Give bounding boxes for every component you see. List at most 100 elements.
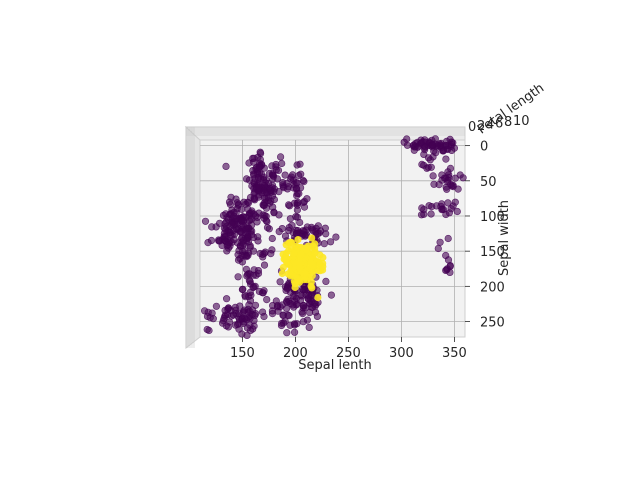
scatter-point-cluster-0 [277, 153, 285, 161]
scatter-point-cluster-0 [270, 195, 279, 204]
scatter-point-cluster-0 [212, 302, 220, 310]
scatter-point-cluster-0 [238, 216, 246, 225]
scatter-point-cluster-0 [234, 321, 242, 329]
scatter-point-cluster-0 [311, 302, 319, 310]
scatter-point-cluster-0 [201, 217, 210, 225]
z-tick-label: 2 [477, 119, 485, 134]
scatter-point-cluster-1 [316, 260, 324, 268]
scatter-point-cluster-0 [284, 311, 292, 319]
x-tick-label: 250 [336, 346, 361, 361]
scatter-point-cluster-0 [444, 199, 452, 207]
scatter-point-cluster-0 [442, 155, 450, 163]
scatter-point-cluster-0 [212, 223, 220, 231]
scatter-point-cluster-1 [294, 236, 302, 244]
scatter-point-cluster-0 [289, 301, 297, 309]
scatter-point-cluster-0 [442, 266, 450, 275]
scatter-point-cluster-0 [286, 202, 294, 210]
scatter-point-cluster-0 [307, 223, 316, 231]
scatter-point-cluster-0 [251, 301, 260, 309]
scatter-point-cluster-0 [420, 206, 428, 214]
scatter-point-cluster-0 [245, 270, 253, 278]
scatter-point-cluster-1 [314, 294, 322, 302]
scatter-point-cluster-1 [291, 283, 299, 292]
scatter-point-cluster-0 [243, 331, 251, 340]
scatter-point-cluster-0 [299, 310, 307, 318]
y-tick-label: 0 [480, 140, 488, 155]
scatter-point-cluster-0 [272, 297, 280, 305]
scatter-point-cluster-1 [290, 259, 299, 267]
scatter-point-cluster-0 [206, 314, 214, 322]
x-tick-label: 300 [389, 346, 414, 361]
scatter-point-cluster-0 [254, 269, 263, 278]
y-tick-label: 250 [480, 316, 505, 331]
scatter-point-cluster-0 [303, 195, 311, 203]
x-ticks: 150 200 250 300 350 [230, 337, 467, 361]
scatter-point-cluster-0 [284, 284, 292, 292]
z-tick-label: 6 [495, 116, 503, 131]
scatter-point-cluster-0 [296, 218, 304, 227]
y-ticks: 0 50 100 150 200 250 [465, 140, 505, 331]
scatter-point-cluster-0 [448, 182, 456, 190]
scatter-point-cluster-1 [285, 260, 293, 269]
x-axis-label: Sepal lenth [298, 358, 371, 373]
scatter-point-cluster-0 [224, 304, 233, 312]
scatter-point-cluster-0 [269, 203, 277, 211]
scatter-point-cluster-0 [251, 196, 259, 204]
scatter-point-cluster-0 [283, 329, 291, 337]
scatter-point-cluster-0 [215, 237, 223, 245]
scatter-point-cluster-0 [278, 225, 286, 233]
scatter-point-cluster-0 [283, 304, 291, 313]
scatter-point-cluster-0 [259, 176, 268, 184]
scatter-point-cluster-0 [254, 237, 262, 245]
scatter-point-cluster-0 [260, 214, 268, 222]
scatter-point-cluster-0 [246, 243, 254, 251]
z-tick-label: 8 [504, 115, 512, 130]
scatter-point-cluster-0 [327, 291, 336, 299]
scatter-point-cluster-0 [320, 240, 328, 248]
scatter-point-cluster-1 [279, 263, 287, 272]
scatter-point-cluster-0 [281, 171, 289, 179]
scatter-point-cluster-0 [297, 291, 305, 299]
scatter-point-cluster-0 [436, 238, 444, 246]
scatter-point-cluster-0 [204, 239, 212, 247]
scatter-point-cluster-0 [268, 307, 277, 315]
scatter-point-cluster-0 [255, 287, 264, 296]
scatter-point-cluster-0 [230, 212, 238, 220]
scatter-point-cluster-0 [224, 244, 233, 252]
scatter-point-cluster-0 [238, 252, 246, 260]
scatter-point-cluster-0 [268, 234, 276, 243]
scatter-point-cluster-1 [307, 278, 315, 286]
scatter-point-cluster-1 [311, 249, 319, 258]
x-tick-label: 200 [283, 346, 308, 361]
scatter-point-cluster-0 [299, 318, 308, 326]
scatter-point-cluster-0 [257, 149, 265, 157]
scatter-point-cluster-0 [453, 207, 461, 216]
scatter-point-cluster-0 [427, 163, 435, 171]
scatter-point-cluster-0 [448, 138, 456, 146]
scatter-point-cluster-0 [256, 249, 264, 258]
scatter-point-cluster-0 [219, 319, 227, 327]
scatter-point-cluster-0 [444, 256, 453, 264]
scatter-point-cluster-0 [241, 293, 249, 301]
scatter-point-cluster-1 [308, 234, 316, 242]
scatter-point-cluster-0 [251, 311, 259, 320]
z-tick-label: 0 [468, 120, 476, 135]
scatter-point-cluster-1 [290, 277, 298, 285]
scatter-point-cluster-0 [227, 231, 235, 239]
scatter-point-cluster-1 [297, 250, 305, 258]
scatter-point-cluster-0 [305, 323, 313, 332]
scatter-point-cluster-0 [444, 234, 452, 243]
scatter-point-cluster-0 [276, 278, 284, 286]
scatter-point-cluster-0 [240, 198, 248, 206]
scatter-point-cluster-0 [428, 141, 437, 149]
scatter-point-cluster-0 [243, 175, 251, 183]
scatter-point-cluster-0 [410, 146, 418, 154]
scatter-point-cluster-0 [244, 251, 252, 259]
scatter-point-cluster-0 [314, 222, 322, 230]
scatter-point-cluster-0 [451, 198, 459, 206]
scatter-point-cluster-1 [290, 249, 299, 257]
x-tick-label: 350 [442, 346, 467, 361]
scatter-point-cluster-0 [273, 175, 282, 183]
scatter-point-cluster-0 [430, 180, 438, 188]
